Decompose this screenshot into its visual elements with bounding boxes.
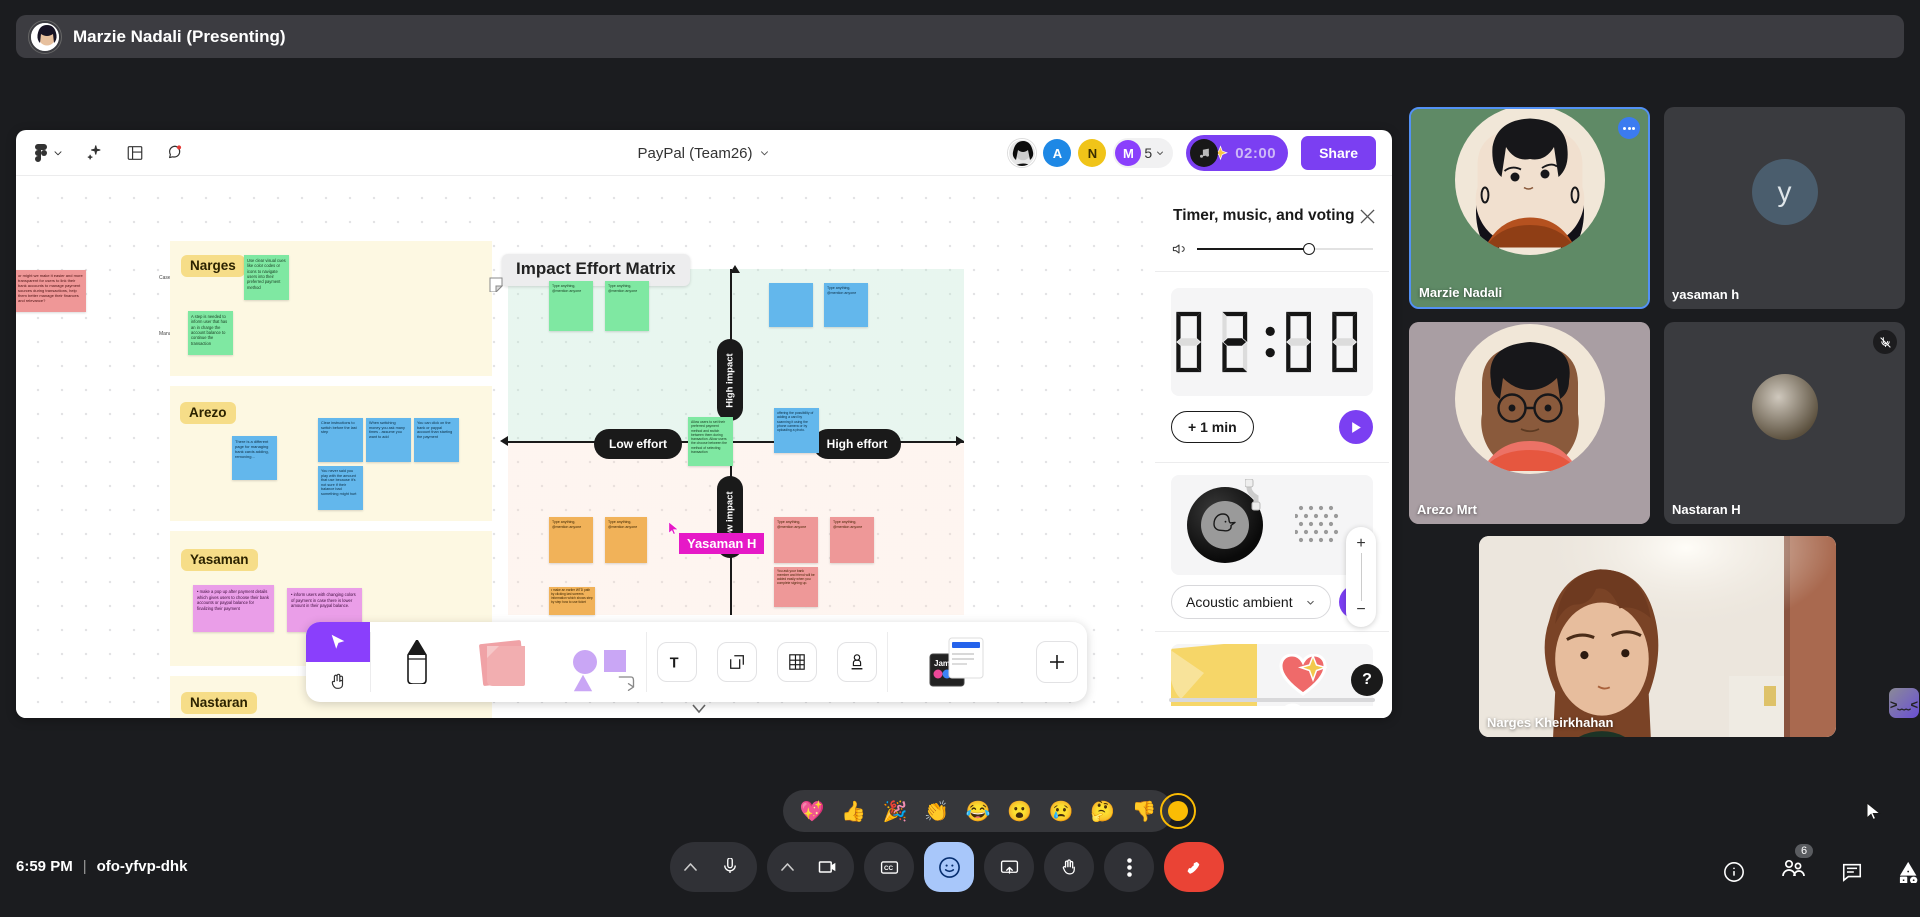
svg-text:CC: CC bbox=[883, 864, 893, 871]
svg-text:T: T bbox=[670, 655, 679, 671]
